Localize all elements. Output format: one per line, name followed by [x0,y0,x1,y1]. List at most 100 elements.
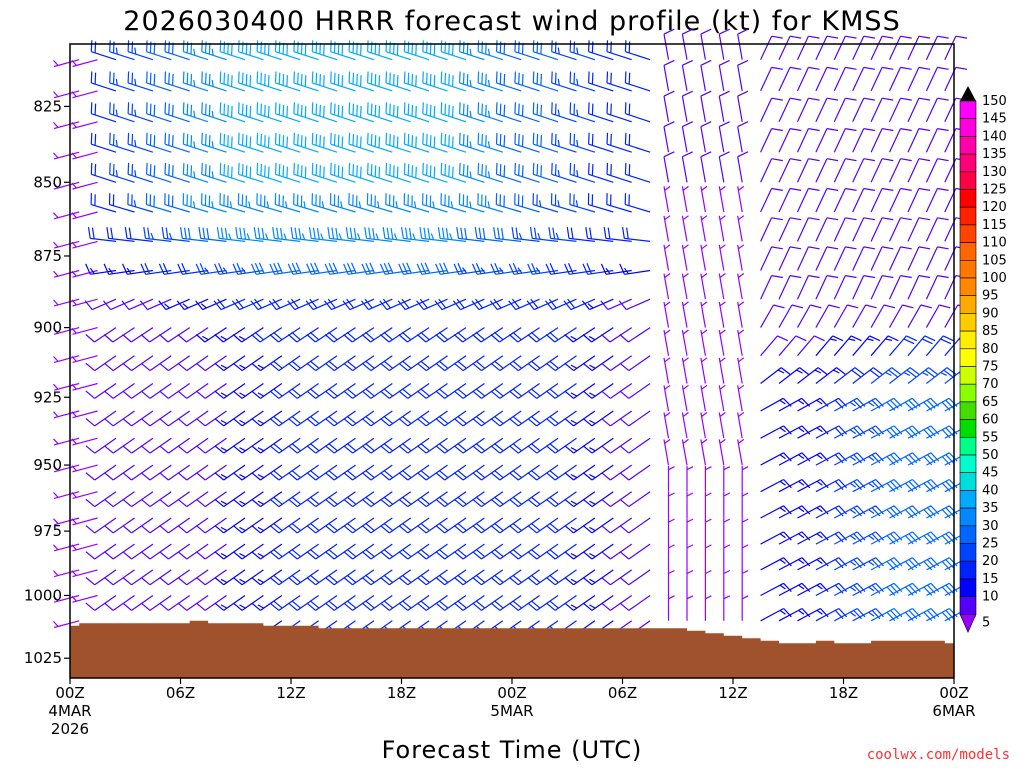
wind-barb [509,517,540,534]
wind-barb [104,491,135,508]
wind-barb [293,193,319,213]
wind-barb [53,382,80,391]
colorbar-label: 60 [982,413,999,428]
wind-barb [214,383,246,399]
wind-barb [588,40,614,61]
wind-barb [251,569,283,586]
wind-barb [176,298,209,311]
wind-barb [330,71,356,92]
wind-barb [325,437,356,454]
wind-barb [569,71,596,92]
wind-barb [737,329,745,356]
wind-barb [511,227,540,242]
wind-barb [797,607,829,622]
wind-barb [477,40,503,61]
wind-barb [256,193,282,213]
wind-barb [514,71,540,92]
wind-barb [601,517,633,534]
wind-barb [532,132,559,153]
wind-barb [601,410,633,427]
wind-barb [308,227,338,242]
wind-barb [330,162,356,183]
wind-barb [527,263,559,275]
wind-barb [888,217,912,242]
wind-barb [834,505,866,519]
wind-barb [532,193,559,213]
wind-barb [380,327,412,343]
wind-barb [139,298,172,311]
colorbar-swatch [959,348,977,367]
wind-barb [253,227,282,242]
colorbar-swatch [959,136,977,155]
wind-barb [888,66,912,92]
wind-barb [815,66,839,92]
wind-barb [361,327,393,343]
wind-barb [737,244,745,271]
wind-barb [122,327,154,343]
wind-barb [870,582,903,597]
wind-barb [509,437,540,454]
wind-barb [686,594,694,621]
wind-barb [121,298,154,311]
wind-barb [619,327,651,343]
wind-barb [889,478,921,493]
wind-barb [180,227,209,242]
wind-barb [588,132,614,153]
wind-barb [514,162,540,183]
wind-barb [723,492,731,518]
wind-barb [435,437,467,454]
wind-barb [907,367,939,384]
wind-barb [601,437,633,454]
wind-barb [85,569,117,586]
wind-barb [797,582,829,597]
wind-barb [201,162,227,183]
wind-barb [422,132,448,153]
wind-barb [177,517,209,534]
wind-barb [760,187,783,213]
wind-barb [453,491,485,508]
wind-barb [797,397,829,412]
wind-barb [325,410,356,427]
wind-barb [140,355,172,372]
wind-barb [343,595,375,611]
wind-barb [401,227,430,242]
wind-barb [104,355,135,372]
wind-barb [53,410,80,419]
wind-barb [71,211,98,220]
wind-barb [403,102,430,123]
wind-barb [306,543,338,560]
wind-barb [274,71,301,92]
wind-barb [663,185,671,213]
wind-barb [564,263,595,275]
wind-barb [490,491,522,508]
wind-barb [509,464,540,481]
wind-barb [177,410,209,427]
wind-barb [214,355,246,372]
wind-barb [177,569,209,586]
wind-barb [324,262,356,275]
wind-barb [582,491,614,508]
wind-barb [663,273,671,300]
wind-barb [667,569,675,596]
wind-barb [435,383,467,399]
wind-barb [104,410,135,427]
wind-barb [306,327,338,343]
wind-barb [704,465,712,492]
wind-barb [472,517,504,534]
wind-barb [85,517,117,534]
colorbar-swatch [959,100,977,120]
colorbar-swatch [959,366,977,385]
wind-barb [90,162,117,183]
wind-barb [870,217,894,242]
wind-barb [251,383,283,399]
wind-barb [471,298,504,311]
wind-barb [422,71,448,92]
wind-barb [235,227,264,242]
wind-barb [796,217,820,242]
wind-barb [256,102,282,123]
wind-barb [403,162,430,183]
wind-barb [453,517,485,534]
wind-barb [564,410,596,427]
wind-barb [619,410,651,427]
wind-barb [907,531,940,545]
